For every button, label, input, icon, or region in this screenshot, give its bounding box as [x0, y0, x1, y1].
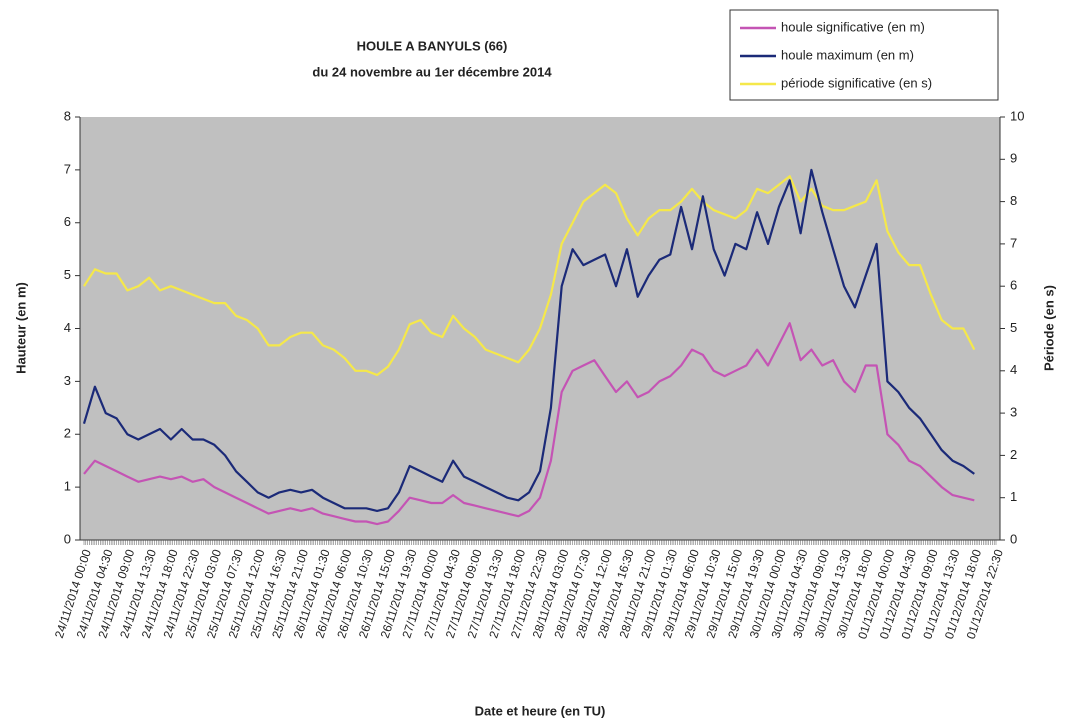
series-line: [83, 175, 976, 377]
y2-tick-label: 4: [1010, 362, 1017, 377]
y2-tick-label: 9: [1010, 151, 1017, 166]
chart-title: HOULE A BANYULS (66): [357, 38, 508, 53]
chart-subtitle: du 24 novembre au 1er décembre 2014: [312, 64, 552, 79]
y-axis-title: Hauteur (en m): [13, 282, 28, 374]
y-tick-label: 8: [64, 108, 71, 123]
y-tick-label: 6: [64, 214, 71, 229]
y2-axis-title: Période (en s): [1041, 285, 1056, 371]
legend-label: houle maximum (en m): [781, 47, 914, 62]
y2-tick-label: 0: [1010, 531, 1017, 546]
y-tick-label: 5: [64, 267, 71, 282]
y-tick-label: 4: [64, 320, 71, 335]
y2-tick-label: 1: [1010, 489, 1017, 504]
y-tick-label: 3: [64, 373, 71, 388]
y2-tick-label: 10: [1010, 108, 1024, 123]
x-axis-title: Date et heure (en TU): [475, 703, 606, 718]
legend-label: période significative (en s): [781, 75, 932, 90]
y2-tick-label: 3: [1010, 405, 1017, 420]
series-line: [83, 322, 975, 526]
y2-tick-label: 6: [1010, 278, 1017, 293]
y-tick-label: 1: [64, 479, 71, 494]
y-tick-label: 7: [64, 161, 71, 176]
series-line: [82, 168, 975, 512]
y2-tick-label: 8: [1010, 193, 1017, 208]
y-tick-label: 2: [64, 426, 71, 441]
y2-tick-label: 5: [1010, 320, 1017, 335]
legend-label: houle significative (en m): [781, 19, 925, 34]
y2-tick-label: 7: [1010, 235, 1017, 250]
y-tick-label: 0: [64, 531, 71, 546]
y2-tick-label: 2: [1010, 447, 1017, 462]
